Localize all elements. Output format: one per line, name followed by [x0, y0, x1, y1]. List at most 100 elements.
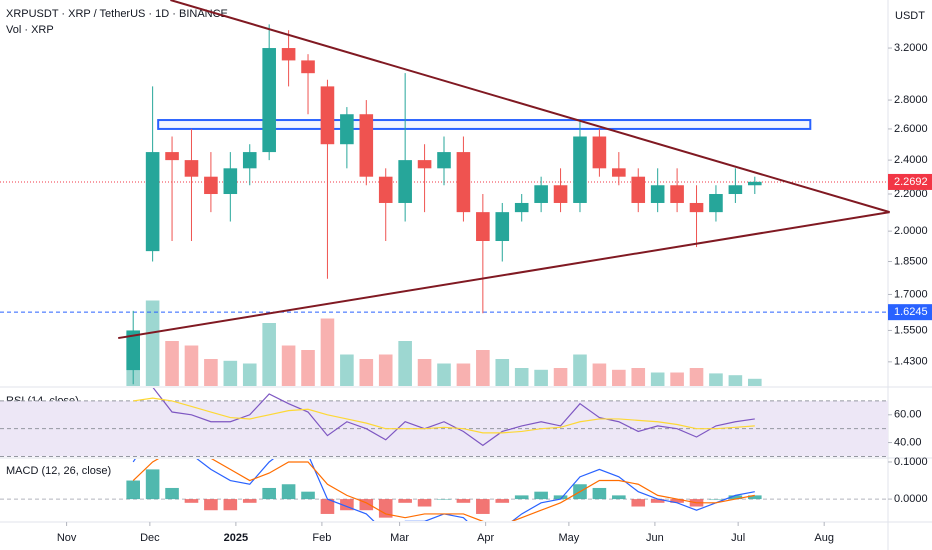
volume-bar: [553, 368, 568, 386]
volume-bar: [631, 368, 646, 386]
macd-hist: [631, 499, 646, 507]
candle-body: [242, 152, 257, 169]
candle-body: [281, 48, 296, 61]
y-tick-label: 2.8000: [894, 94, 928, 106]
macd-hist: [281, 484, 296, 500]
last-price-tag: [888, 173, 932, 190]
macd-hist: [223, 499, 238, 511]
volume-bar: [320, 318, 335, 386]
volume-bar: [204, 359, 218, 386]
macd-title: MACD (12, 26, close): [6, 465, 111, 477]
candle-body: [301, 60, 315, 74]
macd-hist: [728, 495, 743, 500]
candle-body: [359, 114, 374, 177]
volume-bar: [281, 345, 296, 386]
rsi-line: [152, 388, 755, 447]
candle-body: [204, 176, 218, 195]
candle-body: [728, 185, 743, 195]
macd-hist: [165, 487, 179, 500]
volume-bar: [242, 363, 257, 386]
support-tag: [888, 304, 932, 321]
rsi-pane: [0, 388, 888, 457]
volume-bar: [476, 350, 490, 386]
macd-hist: [145, 469, 160, 500]
y-tick-label: 0.0000: [894, 493, 928, 505]
macd-hist: [204, 499, 218, 511]
macd-hist: [398, 499, 412, 503]
macd-hist: [262, 487, 276, 500]
chart-subtitle: Vol · XRP: [6, 24, 54, 36]
volume-bar: [592, 363, 607, 386]
y-tick-label: 3.2000: [894, 42, 928, 54]
x-tick-label: Aug: [814, 532, 834, 544]
candle-body: [689, 202, 704, 213]
volume-bar: [359, 359, 374, 386]
volume-bar: [534, 369, 548, 386]
volume-bar: [650, 372, 665, 386]
macd-hist: [650, 499, 665, 503]
y-tick-label: 0.1000: [894, 456, 928, 468]
x-tick-label: May: [558, 532, 579, 544]
candle-body: [592, 136, 607, 169]
last-price-tag-label: 2.2692: [894, 176, 928, 188]
volume-bar: [437, 363, 451, 386]
price-pane: [0, 24, 888, 386]
macd-hist: [340, 499, 354, 511]
volume-bar: [165, 341, 179, 386]
volume-bar: [709, 373, 723, 386]
volume-bar: [262, 323, 276, 386]
y-tick-label: 1.5500: [894, 324, 928, 336]
macd-hist: [378, 499, 393, 518]
x-tick-label: 2025: [224, 532, 248, 544]
resistance-zone: [157, 119, 812, 130]
macd-hist: [301, 491, 315, 500]
candle-body: [709, 194, 723, 213]
volume-bar: [301, 350, 315, 386]
candle-body: [534, 185, 548, 203]
y-tick-label: 2.2000: [894, 188, 928, 200]
x-tick-label: Feb: [312, 532, 331, 544]
volume-bar: [748, 378, 762, 386]
y-tick-label: 1.8500: [894, 255, 928, 267]
macd-hist: [592, 487, 607, 500]
trendline: [118, 211, 890, 340]
y-tick-label: 2.0000: [894, 225, 928, 237]
candle-body: [437, 152, 451, 169]
volume-bar: [184, 345, 199, 386]
candle-body: [631, 176, 646, 203]
candle-body: [145, 152, 160, 252]
volume-bar: [728, 375, 743, 386]
x-tick-label: Dec: [140, 532, 160, 544]
candle-body: [495, 212, 510, 242]
volume-bar: [612, 369, 626, 386]
axis-unit: USDT: [895, 10, 925, 22]
y-tick-label: 60.00: [894, 409, 922, 421]
candle-body: [612, 168, 626, 177]
candle-body: [514, 202, 529, 213]
macd-hist: [670, 499, 684, 503]
macd-hist: [242, 499, 257, 503]
x-tick-label: Jun: [646, 532, 664, 544]
volume-bar: [495, 359, 510, 386]
y-tick-label: 2.4000: [894, 154, 928, 166]
macd-hist: [456, 499, 471, 503]
candle-body: [126, 330, 140, 371]
y-tick-label: 40.00: [894, 436, 922, 448]
candle-body: [553, 185, 568, 203]
macd-hist: [359, 499, 374, 511]
candle-body: [184, 160, 199, 177]
volume-bar: [456, 363, 471, 386]
candle-body: [378, 176, 393, 203]
candle-body: [223, 168, 238, 195]
x-tick-label: Nov: [57, 532, 77, 544]
macd-hist: [417, 499, 432, 507]
macd-line: [132, 459, 755, 521]
candle-body: [262, 48, 276, 153]
volume-bar: [689, 368, 704, 386]
macd-hist: [514, 495, 529, 500]
macd-pane: [0, 459, 888, 521]
volume-bar: [340, 354, 354, 386]
candle-body: [650, 185, 665, 203]
macd-hist: [437, 499, 451, 500]
